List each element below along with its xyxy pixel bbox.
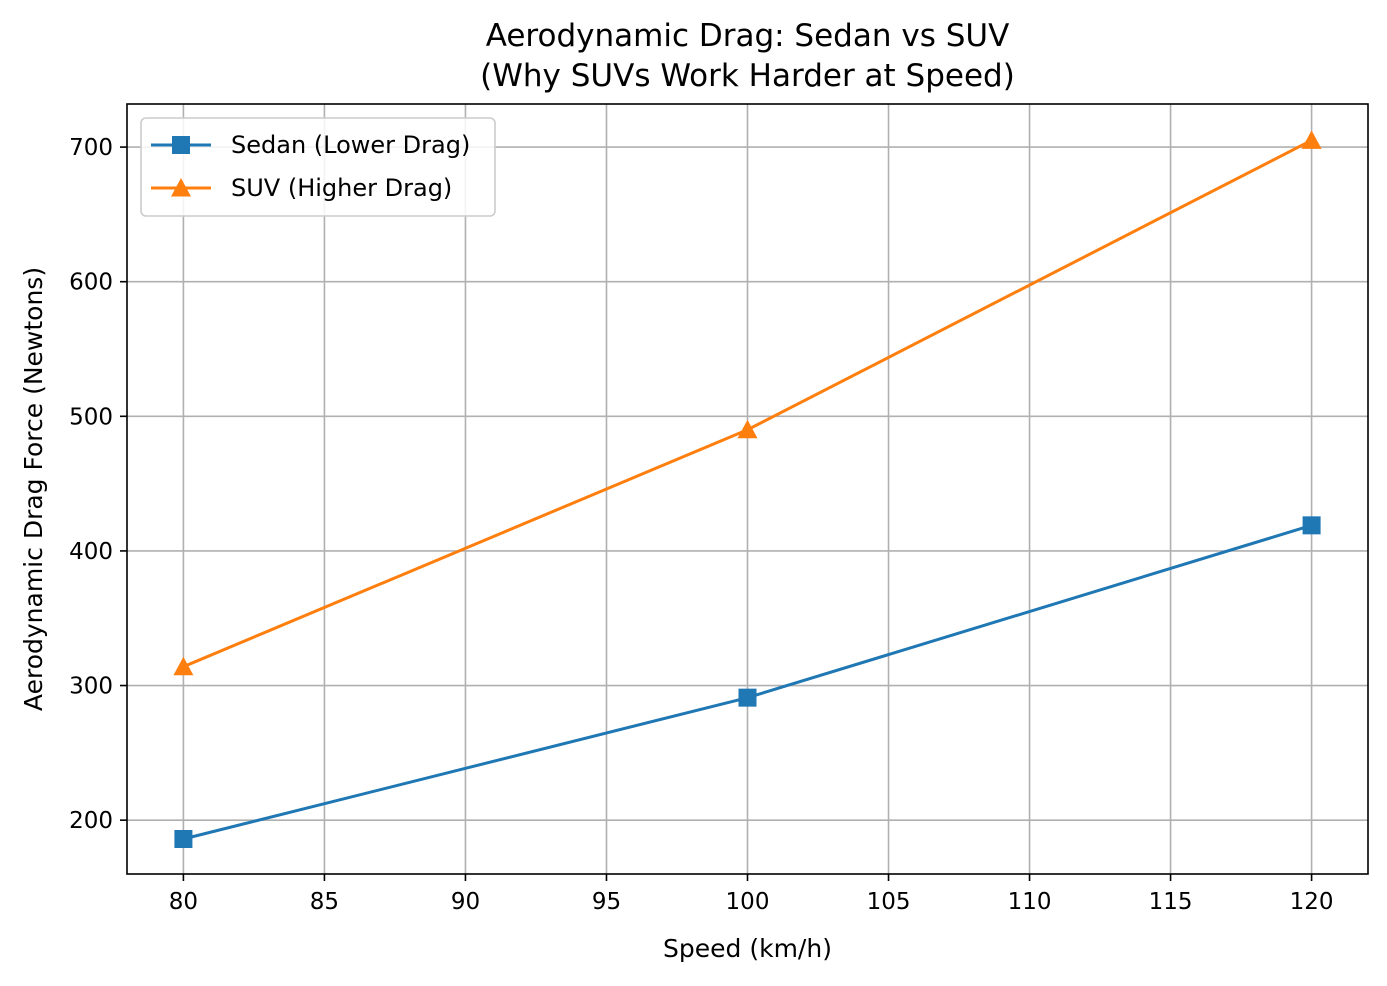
x-tick-label: 105	[867, 889, 911, 915]
chart-title: Aerodynamic Drag: Sedan vs SUV	[486, 18, 1010, 54]
series-sedan	[174, 516, 1321, 848]
data-point-marker	[1301, 130, 1322, 149]
data-point-marker	[174, 830, 193, 848]
y-axis-label: Aerodynamic Drag Force (Newtons)	[19, 267, 48, 711]
y-tick-label: 500	[69, 404, 113, 430]
x-tick-label: 90	[451, 889, 480, 915]
axes: 80 85 90 95 100 105 110 115 120 200 300 400 500 600 70…	[69, 135, 1333, 915]
chart-subtitle: (Why SUVs Work Harder at Speed)	[480, 58, 1015, 94]
y-tick-label: 200	[69, 808, 113, 834]
legend: Sedan (Lower Drag) SUV (Higher Drag)	[140, 117, 496, 217]
data-point-marker	[737, 419, 758, 439]
legend-label: Sedan (Lower Drag)	[231, 131, 470, 159]
legend-label: SUV (Higher Drag)	[231, 174, 452, 202]
legend-item: SUV (Higher Drag)	[151, 174, 452, 202]
y-tick-label: 600	[69, 270, 113, 296]
x-tick-label: 95	[592, 889, 621, 915]
x-tick-label: 100	[726, 889, 770, 915]
data-point-marker	[738, 688, 757, 707]
x-tick-label: 110	[1008, 889, 1052, 915]
grid	[127, 104, 1368, 874]
data-point-marker	[173, 656, 194, 676]
legend-item: Sedan (Lower Drag)	[151, 131, 470, 159]
y-tick-label: 400	[69, 539, 113, 565]
series-layer	[173, 130, 1322, 848]
y-tick-label: 700	[69, 135, 113, 161]
legend-box	[140, 117, 496, 217]
x-tick-label: 115	[1149, 889, 1193, 915]
series-suv	[173, 130, 1322, 676]
x-tick-label: 120	[1290, 889, 1334, 915]
data-point-marker	[1302, 516, 1321, 535]
legend-marker	[171, 178, 191, 197]
x-axis-label: Speed (km/h)	[663, 934, 832, 963]
y-tick-label: 300	[69, 674, 113, 700]
x-tick-label: 80	[169, 889, 198, 915]
legend-marker	[172, 136, 190, 154]
plot-frame	[126, 103, 1369, 875]
x-tick-label: 85	[310, 889, 339, 915]
